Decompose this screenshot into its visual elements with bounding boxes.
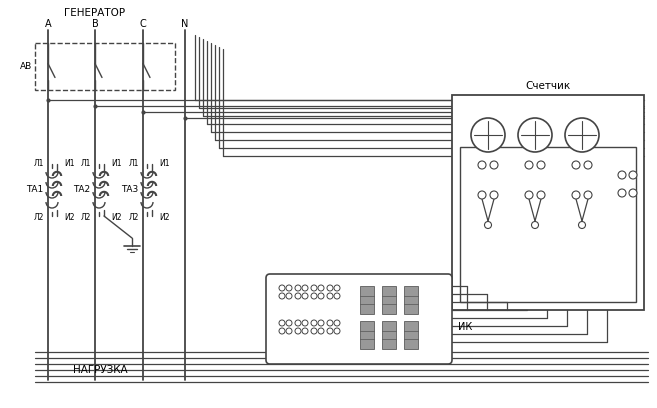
Circle shape xyxy=(334,328,340,334)
Text: АВ: АВ xyxy=(20,62,32,71)
Circle shape xyxy=(525,161,533,169)
Circle shape xyxy=(318,293,324,299)
Text: ТА2: ТА2 xyxy=(74,186,91,195)
Text: N: N xyxy=(181,19,189,29)
Circle shape xyxy=(279,293,285,299)
Circle shape xyxy=(629,171,637,179)
Circle shape xyxy=(537,191,545,199)
Bar xyxy=(452,95,644,310)
Text: ТА1: ТА1 xyxy=(26,186,43,195)
Text: ГЕНЕРАТОР: ГЕНЕРАТОР xyxy=(64,8,125,18)
Text: И2: И2 xyxy=(159,213,170,222)
Circle shape xyxy=(302,293,308,299)
Circle shape xyxy=(311,320,317,326)
Circle shape xyxy=(318,320,324,326)
Text: Л2: Л2 xyxy=(81,213,91,222)
Circle shape xyxy=(311,285,317,291)
Circle shape xyxy=(478,161,486,169)
Circle shape xyxy=(302,285,308,291)
Circle shape xyxy=(279,285,285,291)
Circle shape xyxy=(334,320,340,326)
Bar xyxy=(360,286,374,314)
Circle shape xyxy=(302,328,308,334)
Text: И2: И2 xyxy=(64,213,74,222)
Circle shape xyxy=(478,191,486,199)
Text: В: В xyxy=(91,19,99,29)
Circle shape xyxy=(311,293,317,299)
Text: ИК: ИК xyxy=(458,322,472,332)
FancyBboxPatch shape xyxy=(266,274,452,364)
Circle shape xyxy=(334,293,340,299)
Text: И2: И2 xyxy=(111,213,122,222)
Circle shape xyxy=(490,191,498,199)
Circle shape xyxy=(295,293,301,299)
Bar xyxy=(35,43,175,90)
Circle shape xyxy=(295,328,301,334)
Circle shape xyxy=(311,328,317,334)
Circle shape xyxy=(471,118,505,152)
Circle shape xyxy=(318,328,324,334)
Circle shape xyxy=(327,320,333,326)
Circle shape xyxy=(318,285,324,291)
Bar xyxy=(382,321,396,349)
Circle shape xyxy=(537,161,545,169)
Circle shape xyxy=(484,222,491,228)
Circle shape xyxy=(334,285,340,291)
Text: И1: И1 xyxy=(64,158,74,168)
Bar xyxy=(382,286,396,314)
Text: Л1: Л1 xyxy=(129,158,139,168)
Text: И1: И1 xyxy=(159,158,170,168)
Circle shape xyxy=(618,189,626,197)
Text: С: С xyxy=(140,19,147,29)
Circle shape xyxy=(532,222,539,228)
Text: Л1: Л1 xyxy=(81,158,91,168)
Circle shape xyxy=(302,320,308,326)
Circle shape xyxy=(279,328,285,334)
Circle shape xyxy=(286,293,292,299)
Circle shape xyxy=(629,189,637,197)
Circle shape xyxy=(279,320,285,326)
Text: ТА3: ТА3 xyxy=(122,186,139,195)
Bar xyxy=(460,147,636,302)
Bar xyxy=(360,321,374,349)
Circle shape xyxy=(295,285,301,291)
Circle shape xyxy=(572,191,580,199)
Text: Л2: Л2 xyxy=(34,213,44,222)
Circle shape xyxy=(579,222,585,228)
Circle shape xyxy=(584,161,592,169)
Text: И1: И1 xyxy=(111,158,122,168)
Circle shape xyxy=(327,328,333,334)
Circle shape xyxy=(618,171,626,179)
Circle shape xyxy=(518,118,552,152)
Circle shape xyxy=(327,293,333,299)
Circle shape xyxy=(565,118,599,152)
Circle shape xyxy=(286,328,292,334)
Circle shape xyxy=(584,191,592,199)
Text: Л1: Л1 xyxy=(34,158,44,168)
Text: Л2: Л2 xyxy=(129,213,139,222)
Circle shape xyxy=(295,320,301,326)
Bar xyxy=(404,321,418,349)
Text: А: А xyxy=(45,19,51,29)
Circle shape xyxy=(286,320,292,326)
Circle shape xyxy=(572,161,580,169)
Circle shape xyxy=(490,161,498,169)
Circle shape xyxy=(327,285,333,291)
Text: НАГРУЗКА: НАГРУЗКА xyxy=(73,365,127,375)
Text: Счетчик: Счетчик xyxy=(526,81,571,91)
Circle shape xyxy=(525,191,533,199)
Circle shape xyxy=(286,285,292,291)
Bar xyxy=(404,286,418,314)
